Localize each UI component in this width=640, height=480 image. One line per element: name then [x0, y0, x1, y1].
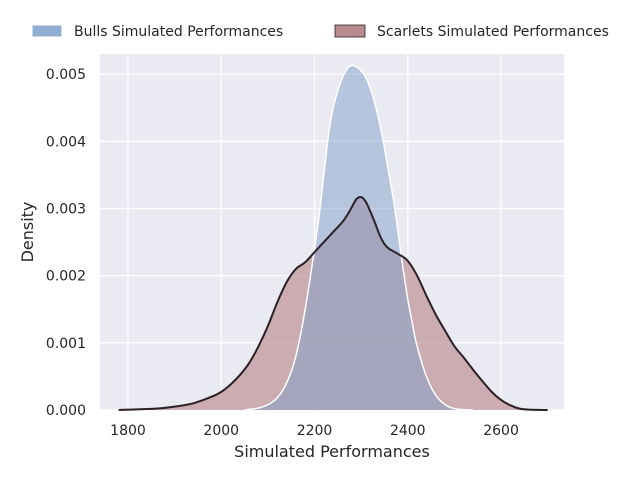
y-tick-label: 0.000: [46, 403, 86, 419]
x-tick-label: 2200: [297, 423, 333, 439]
x-tick-label: 2400: [390, 423, 426, 439]
bulls-density-area: [244, 65, 474, 410]
x-tick-label: 2000: [203, 423, 239, 439]
y-axis-ticks: 0.000 0.001 0.002 0.003 0.004 0.005: [46, 67, 86, 419]
legend-label-bulls: Bulls Simulated Performances: [74, 24, 283, 40]
legend-swatch-scarlets: [334, 24, 366, 38]
y-tick-label: 0.002: [46, 269, 86, 285]
y-tick-label: 0.003: [46, 201, 86, 217]
y-tick-label: 0.004: [46, 134, 86, 150]
y-tick-label: 0.001: [46, 336, 86, 352]
x-tick-label: 2600: [483, 423, 519, 439]
y-axis-label: Density: [18, 202, 37, 263]
x-axis-ticks: 1800 2000 2200 2400 2600: [110, 423, 519, 439]
legend-swatch-bulls: [31, 24, 63, 38]
bulls-density-line: [244, 64, 474, 411]
legend-label-scarlets: Scarlets Simulated Performances: [377, 24, 609, 40]
scarlets-density-line: [118, 195, 548, 411]
y-tick-label: 0.005: [46, 67, 86, 83]
x-tick-label: 1800: [110, 423, 146, 439]
x-axis-label: Simulated Performances: [234, 442, 430, 461]
legend: Bulls Simulated Performances Scarlets Si…: [31, 24, 609, 40]
